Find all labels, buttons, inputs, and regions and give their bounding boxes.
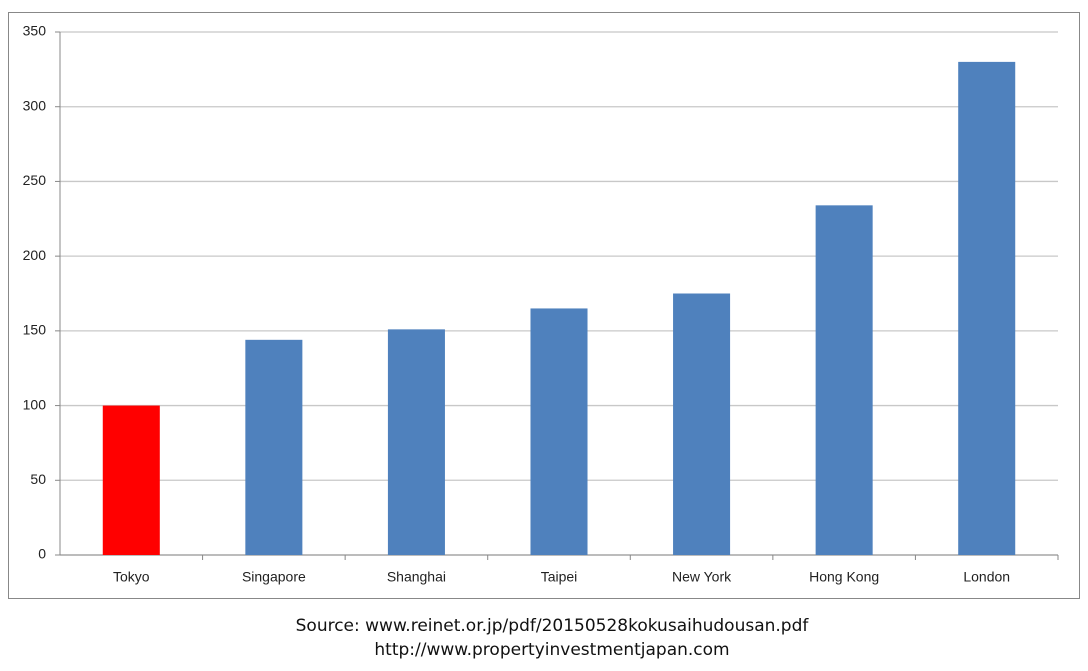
source-line: Source: www.reinet.or.jp/pdf/20150528kok… — [296, 616, 810, 636]
bar — [387, 329, 445, 555]
y-tick-label: 0 — [38, 546, 46, 562]
y-tick-label: 200 — [23, 247, 47, 263]
x-tick-label: Taipei — [541, 569, 578, 585]
y-tick-label: 350 — [23, 23, 47, 39]
bar — [102, 405, 160, 555]
bar — [958, 61, 1016, 556]
bar — [815, 205, 873, 555]
y-tick-label: 50 — [30, 471, 46, 487]
y-tick-label: 300 — [23, 97, 47, 113]
x-tick-label: Singapore — [242, 569, 306, 585]
x-tick-label: Shanghai — [387, 569, 446, 585]
bar — [530, 308, 588, 555]
source-line: http://www.propertyinvestmentjapan.com — [374, 640, 729, 660]
y-tick-label: 100 — [23, 396, 47, 412]
x-tick-label: Hong Kong — [809, 569, 879, 585]
y-tick-label: 250 — [23, 172, 47, 188]
x-tick-label: New York — [672, 569, 732, 585]
bar — [673, 293, 731, 555]
x-tick-label: London — [963, 569, 1010, 585]
y-tick-label: 150 — [23, 322, 47, 338]
x-tick-label: Tokyo — [113, 569, 150, 585]
bar — [245, 339, 303, 555]
